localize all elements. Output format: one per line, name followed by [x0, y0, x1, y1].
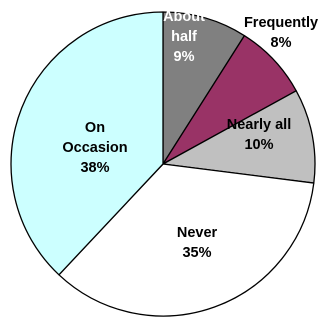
slice-category-label: Occasion: [62, 140, 127, 156]
slice-label-frequently: Frequently 8%: [244, 15, 318, 51]
pie-slices: [10, 11, 316, 317]
slice-category-label: On: [85, 120, 105, 136]
slice-category-label: Never: [177, 225, 218, 241]
slice-label-never: Never 35%: [177, 225, 218, 261]
pie-slice-nearly-all: [162, 90, 316, 184]
slice-label-about-half: About half 9%: [163, 9, 205, 65]
slice-category-label: Nearly all: [227, 117, 292, 133]
slice-label-on-occasion: On Occasion 38%: [62, 120, 127, 176]
slice-category-label: half: [171, 29, 197, 45]
pie-slice-never: [58, 163, 315, 317]
slice-percent-label: 10%: [244, 137, 273, 153]
slice-percent-label: 9%: [174, 49, 195, 65]
slice-category-label: About: [163, 9, 205, 25]
slice-category-label: Frequently: [244, 15, 318, 31]
pie-labels: About half 9% Frequently 8% Nearly all 10% Neve…: [62, 9, 318, 261]
slice-percent-label: 38%: [80, 160, 109, 176]
slice-label-nearly-all: Nearly all 10%: [227, 117, 292, 153]
pie-slice-on-occasion: [10, 11, 164, 276]
pie-slice-about-half: [162, 11, 246, 165]
slice-percent-label: 8%: [271, 35, 292, 51]
slice-percent-label: 35%: [182, 245, 211, 261]
